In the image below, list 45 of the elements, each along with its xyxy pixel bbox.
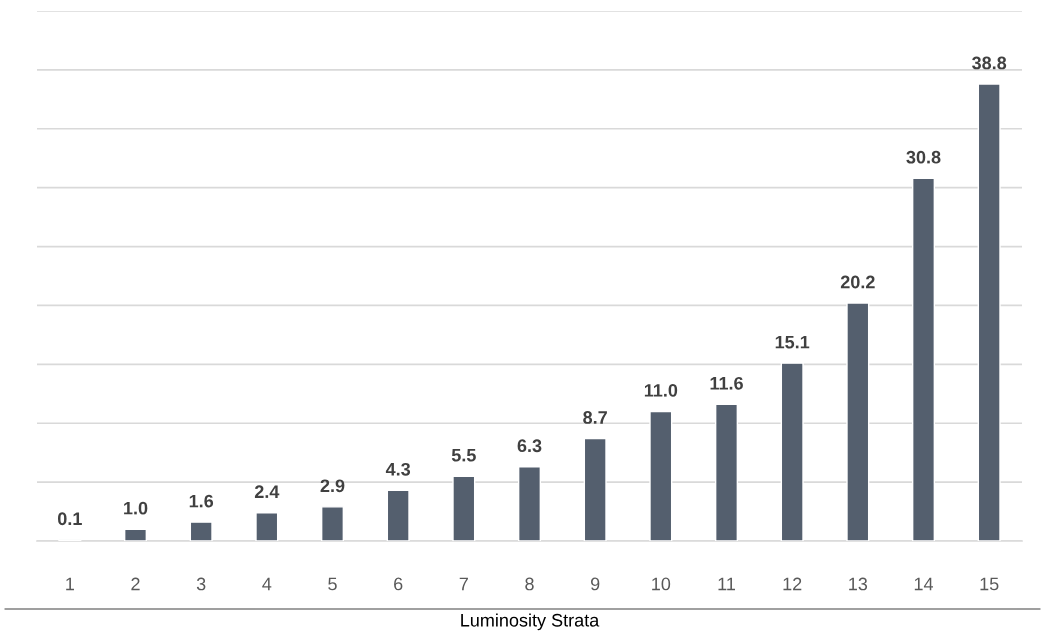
data-label: 1.6 bbox=[189, 494, 214, 508]
bar bbox=[320, 506, 345, 541]
data-label: 38.8 bbox=[972, 56, 1007, 70]
bar bbox=[189, 521, 213, 541]
x-axis-title: Luminosity Strata bbox=[461, 613, 600, 631]
data-label: 20.2 bbox=[840, 275, 875, 289]
x-tick-label: 12 bbox=[783, 577, 802, 591]
x-tick-label: 15 bbox=[980, 577, 999, 591]
bar bbox=[911, 177, 936, 541]
bar bbox=[123, 528, 148, 541]
data-label: 15.1 bbox=[775, 335, 810, 349]
x-tick-label: 11 bbox=[718, 577, 735, 591]
bar bbox=[846, 302, 870, 541]
data-label: 30.8 bbox=[906, 150, 941, 164]
bar bbox=[255, 512, 279, 541]
bar bbox=[977, 83, 1001, 541]
bar bbox=[386, 489, 410, 541]
x-tick-label: 4 bbox=[262, 577, 272, 591]
data-label: 4.3 bbox=[385, 462, 411, 476]
x-tick-label: 8 bbox=[525, 577, 534, 591]
bar bbox=[780, 362, 804, 541]
x-tick-label: 6 bbox=[394, 577, 403, 591]
data-label: 2.4 bbox=[254, 485, 280, 498]
data-label: 1.0 bbox=[124, 501, 148, 515]
x-tick-label: 13 bbox=[849, 577, 868, 591]
x-tick-label: 3 bbox=[196, 577, 206, 591]
data-label: 6.3 bbox=[517, 439, 542, 453]
x-tick-label: 14 bbox=[914, 577, 934, 591]
data-label: 2.9 bbox=[320, 479, 345, 493]
bar bbox=[714, 403, 739, 541]
bar bbox=[649, 410, 673, 541]
data-label: 0.1 bbox=[58, 512, 82, 526]
x-tick-label: 9 bbox=[590, 577, 600, 591]
bar bbox=[583, 437, 607, 541]
x-tick-label: 7 bbox=[459, 577, 468, 591]
x-tick-label: 1 bbox=[66, 577, 74, 591]
x-tick-label: 5 bbox=[328, 577, 337, 591]
x-tick-label: 2 bbox=[131, 577, 140, 591]
data-label: 11.0 bbox=[644, 383, 678, 397]
x-tick-label: 10 bbox=[652, 577, 671, 591]
data-label: 5.5 bbox=[451, 448, 476, 462]
bar bbox=[452, 475, 476, 541]
data-label: 11.6 bbox=[710, 376, 743, 390]
data-label: 8.7 bbox=[583, 411, 607, 424]
bar bbox=[517, 466, 542, 541]
